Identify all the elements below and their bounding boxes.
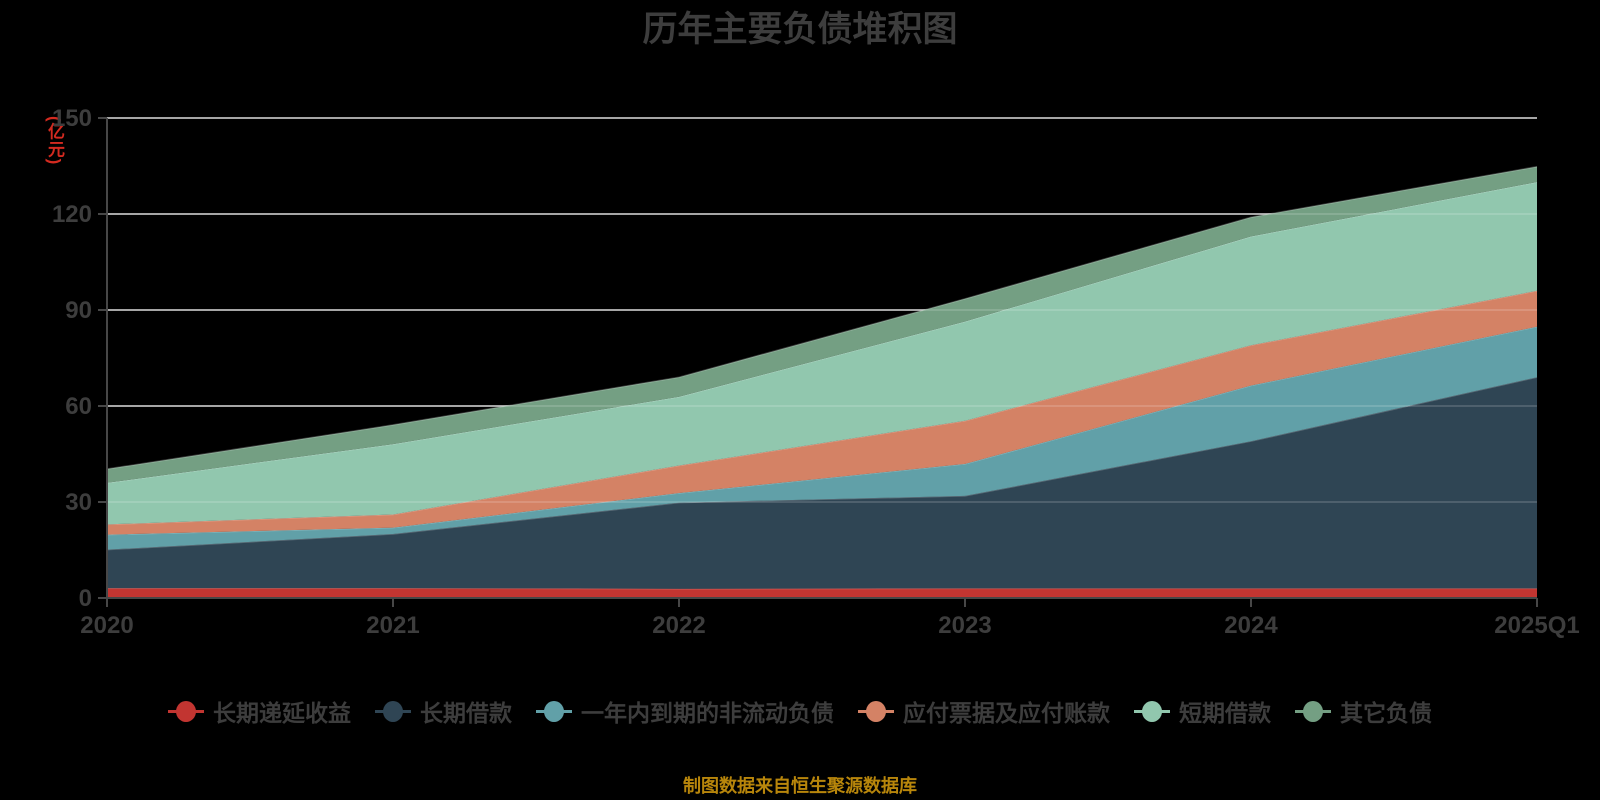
area-band-2[interactable] xyxy=(107,326,1537,550)
y-tick-label: 60 xyxy=(65,393,92,420)
x-tick-label: 2023 xyxy=(938,612,991,639)
legend-item-3[interactable]: 应付票据及应付账款 xyxy=(858,694,1110,728)
legend-label: 长期递延收益 xyxy=(213,700,351,726)
x-tick-label: 2020 xyxy=(80,612,133,639)
legend-series-marker-icon xyxy=(858,699,894,723)
legend-series-marker-icon xyxy=(1134,699,1170,723)
legend-series-marker-icon xyxy=(536,699,572,723)
x-tick-label: 2021 xyxy=(366,612,419,639)
legend-item-0[interactable]: 长期递延收益 xyxy=(168,694,351,728)
y-tick-label: 0 xyxy=(79,585,92,612)
stacked-area-plot[interactable]: 0 30 60 90 120 150 2020 2021 2022 2023 2024 2025Q1 xyxy=(0,0,1600,660)
y-axis-unit-label: (亿元) xyxy=(45,116,64,166)
legend: 长期递延收益 长期借款 一年内到期的非流动负债 应付票据及应付账款 短期借款 其它负债 xyxy=(0,694,1600,728)
legend-label: 应付票据及应付账款 xyxy=(903,700,1110,726)
legend-item-1[interactable]: 长期借款 xyxy=(375,694,512,728)
y-tick-label: 30 xyxy=(65,489,92,516)
area-band-4[interactable] xyxy=(107,182,1537,525)
data-source-note: 制图数据来自恒生聚源数据库 xyxy=(683,776,917,796)
area-top-edge-5 xyxy=(106,165,1538,470)
y-tick-label: 150 xyxy=(52,105,92,132)
legend-label: 一年内到期的非流动负债 xyxy=(581,700,834,726)
area-band-5[interactable] xyxy=(107,166,1537,483)
legend-label: 其它负债 xyxy=(1340,700,1432,726)
x-tick-label: 2022 xyxy=(652,612,705,639)
y-tick-label: 120 xyxy=(52,201,92,228)
legend-item-2[interactable]: 一年内到期的非流动负债 xyxy=(536,694,834,728)
x-tick-label: 2025Q1 xyxy=(1494,612,1579,639)
legend-series-marker-icon xyxy=(375,699,411,723)
legend-item-5[interactable]: 其它负债 xyxy=(1295,694,1432,728)
legend-series-marker-icon xyxy=(168,699,204,723)
y-tick-label: 90 xyxy=(65,297,92,324)
area-band-0[interactable] xyxy=(107,588,1537,598)
chart-title: 历年主要负债堆积图 xyxy=(642,10,958,49)
legend-series-marker-icon xyxy=(1295,699,1331,723)
legend-item-4[interactable]: 短期借款 xyxy=(1134,694,1271,728)
area-band-1[interactable] xyxy=(107,377,1537,589)
legend-label: 长期借款 xyxy=(420,700,512,726)
x-tick-label: 2024 xyxy=(1224,612,1278,639)
legend-label: 短期借款 xyxy=(1179,700,1271,726)
